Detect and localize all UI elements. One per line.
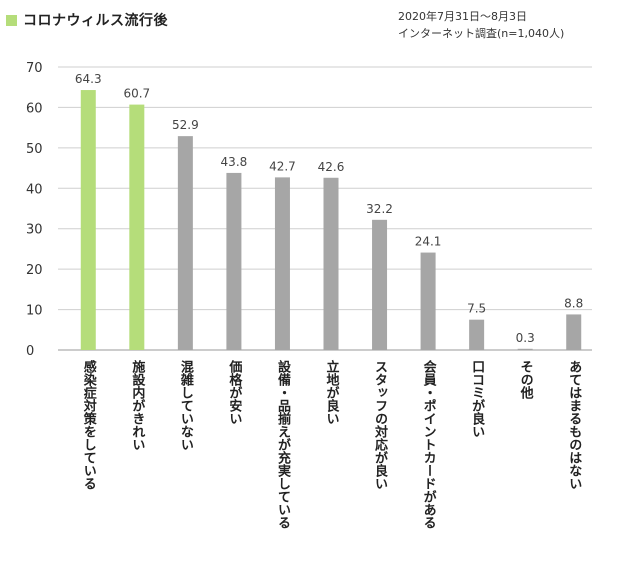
category-label: 混雑していない [178, 360, 195, 451]
category-label: あてはまるものはない [566, 360, 582, 490]
y-tick-label: 70 [26, 61, 43, 76]
y-tick-label: 10 [26, 304, 43, 319]
bar [129, 104, 145, 350]
data-label: 42.6 [318, 160, 345, 174]
data-label: 32.2 [366, 202, 393, 216]
category-label: 会員・ポイントカードがある [421, 359, 438, 529]
data-label: 7.5 [467, 302, 486, 316]
category-label: 口コミが良い [469, 360, 485, 438]
title-marker [6, 14, 17, 26]
category-label: 感染症対策をしている [81, 359, 98, 490]
category-label: その他 [518, 360, 535, 400]
data-label: 64.3 [75, 72, 102, 86]
bar [323, 177, 339, 350]
survey-note: 2020年7月31日〜8月3日 インターネット調査(n=1,040人) [398, 8, 564, 42]
bar [469, 319, 485, 350]
chart-title-text: コロナウィルス流行後 [23, 13, 168, 29]
y-tick-label: 60 [26, 101, 43, 116]
data-label: 0.3 [516, 331, 535, 345]
y-tick-label: 50 [26, 142, 43, 157]
chart-title: コロナウィルス流行後 [6, 10, 168, 30]
bar [420, 252, 436, 350]
bar [517, 348, 533, 350]
bar [80, 90, 96, 351]
bar [226, 172, 242, 350]
category-label: 価格が安い [226, 359, 243, 425]
category-label: 施設内がきれい [129, 359, 145, 451]
y-tick-label: 40 [26, 182, 43, 197]
data-label: 52.9 [172, 118, 199, 132]
bar [274, 177, 290, 350]
y-tick-label: 30 [26, 223, 43, 238]
bar [566, 314, 582, 350]
y-tick-label: 0 [26, 344, 34, 359]
category-label: 立地が良い [324, 359, 340, 425]
y-tick-label: 20 [26, 263, 43, 278]
data-label: 43.8 [221, 155, 248, 169]
category-label: 設備・品揃えが充実している [275, 359, 291, 529]
bar [177, 136, 193, 350]
survey-method: インターネット調査(n=1,040人) [398, 27, 565, 40]
bar [372, 219, 388, 350]
data-label: 24.1 [415, 235, 442, 249]
survey-date: 2020年7月31日〜8月3日 [398, 10, 527, 23]
data-label: 42.7 [269, 159, 296, 173]
category-label: スタッフの対応が良い [372, 360, 389, 490]
data-label: 60.7 [123, 87, 150, 101]
data-label: 8.8 [564, 296, 583, 310]
